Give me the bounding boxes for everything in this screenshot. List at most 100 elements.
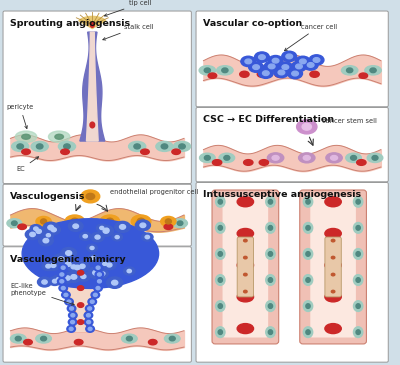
Ellipse shape xyxy=(244,239,247,242)
Ellipse shape xyxy=(258,55,265,59)
Ellipse shape xyxy=(42,280,47,284)
Text: EC: EC xyxy=(16,157,39,172)
Ellipse shape xyxy=(59,264,68,271)
Ellipse shape xyxy=(58,141,76,151)
Ellipse shape xyxy=(41,337,46,341)
Ellipse shape xyxy=(73,224,78,228)
Ellipse shape xyxy=(61,259,76,269)
Ellipse shape xyxy=(65,276,70,280)
Ellipse shape xyxy=(78,270,84,275)
Ellipse shape xyxy=(306,330,310,334)
Ellipse shape xyxy=(303,327,313,338)
Ellipse shape xyxy=(354,223,363,233)
Ellipse shape xyxy=(94,285,102,292)
Ellipse shape xyxy=(359,73,368,78)
Ellipse shape xyxy=(307,63,314,67)
Text: Vascular co-option: Vascular co-option xyxy=(203,19,302,28)
Ellipse shape xyxy=(141,149,149,154)
Ellipse shape xyxy=(179,144,185,149)
Ellipse shape xyxy=(58,271,66,278)
Ellipse shape xyxy=(326,153,342,163)
Ellipse shape xyxy=(71,274,77,279)
Ellipse shape xyxy=(331,290,335,293)
Ellipse shape xyxy=(84,319,93,326)
Ellipse shape xyxy=(145,235,150,239)
Ellipse shape xyxy=(268,278,272,282)
Ellipse shape xyxy=(216,274,225,285)
Ellipse shape xyxy=(36,144,43,149)
Ellipse shape xyxy=(303,196,313,207)
Ellipse shape xyxy=(91,257,95,260)
Ellipse shape xyxy=(346,68,353,73)
Ellipse shape xyxy=(101,272,105,275)
Ellipse shape xyxy=(42,262,54,270)
Ellipse shape xyxy=(98,273,101,276)
Ellipse shape xyxy=(53,275,64,284)
Ellipse shape xyxy=(266,249,275,259)
Ellipse shape xyxy=(325,292,341,302)
Ellipse shape xyxy=(222,68,228,73)
Ellipse shape xyxy=(94,264,102,271)
Ellipse shape xyxy=(216,301,225,311)
Ellipse shape xyxy=(55,134,64,139)
Ellipse shape xyxy=(71,320,74,324)
Ellipse shape xyxy=(74,339,83,345)
Ellipse shape xyxy=(107,277,123,288)
Ellipse shape xyxy=(36,229,41,233)
Ellipse shape xyxy=(106,218,114,224)
Ellipse shape xyxy=(115,235,119,239)
Ellipse shape xyxy=(43,238,49,243)
Ellipse shape xyxy=(244,160,253,165)
Ellipse shape xyxy=(84,312,93,319)
Ellipse shape xyxy=(78,286,84,291)
Ellipse shape xyxy=(241,56,256,66)
Ellipse shape xyxy=(224,155,230,160)
Ellipse shape xyxy=(67,326,76,332)
Ellipse shape xyxy=(325,197,341,207)
Ellipse shape xyxy=(218,199,222,204)
FancyBboxPatch shape xyxy=(3,184,191,246)
Ellipse shape xyxy=(237,197,254,207)
Ellipse shape xyxy=(218,278,222,282)
Ellipse shape xyxy=(306,304,310,308)
Ellipse shape xyxy=(354,301,363,311)
Ellipse shape xyxy=(83,235,88,238)
Ellipse shape xyxy=(66,262,71,266)
Ellipse shape xyxy=(356,278,360,282)
Ellipse shape xyxy=(90,300,94,303)
Ellipse shape xyxy=(365,66,381,75)
Ellipse shape xyxy=(288,68,302,79)
Ellipse shape xyxy=(87,244,97,251)
Polygon shape xyxy=(86,32,98,141)
Ellipse shape xyxy=(331,273,335,276)
Ellipse shape xyxy=(47,225,60,234)
Ellipse shape xyxy=(22,134,30,139)
Ellipse shape xyxy=(148,339,157,345)
Ellipse shape xyxy=(76,261,89,271)
FancyBboxPatch shape xyxy=(222,196,268,338)
Ellipse shape xyxy=(303,223,313,233)
Ellipse shape xyxy=(124,267,135,275)
Ellipse shape xyxy=(96,266,100,269)
Ellipse shape xyxy=(15,131,37,142)
Ellipse shape xyxy=(237,292,254,302)
Ellipse shape xyxy=(49,277,61,285)
Ellipse shape xyxy=(43,231,54,239)
Ellipse shape xyxy=(46,234,50,237)
Ellipse shape xyxy=(237,260,254,270)
Ellipse shape xyxy=(356,304,360,308)
Ellipse shape xyxy=(370,68,376,73)
Polygon shape xyxy=(62,264,100,331)
Ellipse shape xyxy=(262,71,269,76)
Ellipse shape xyxy=(268,330,272,334)
Ellipse shape xyxy=(306,278,310,282)
Ellipse shape xyxy=(88,307,92,310)
Ellipse shape xyxy=(244,256,247,259)
Ellipse shape xyxy=(137,218,145,224)
Ellipse shape xyxy=(64,144,70,149)
Ellipse shape xyxy=(177,221,183,226)
Ellipse shape xyxy=(38,235,53,246)
Ellipse shape xyxy=(61,247,76,258)
Ellipse shape xyxy=(237,324,254,334)
Ellipse shape xyxy=(48,225,54,230)
